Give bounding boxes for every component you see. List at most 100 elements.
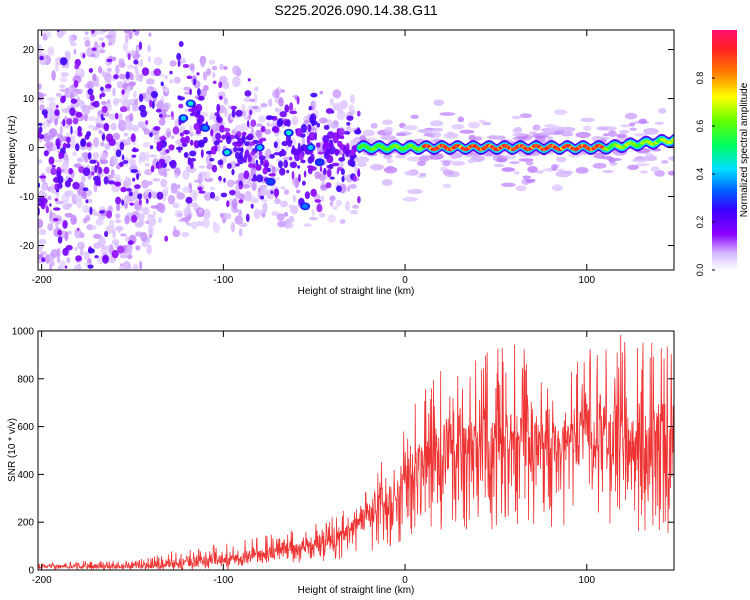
heatmap-cell <box>310 188 317 197</box>
heatmap-band-halo <box>553 109 568 115</box>
heatmap-cell <box>117 98 124 103</box>
heatmap-cell <box>55 221 59 229</box>
heatmap-cell <box>116 25 122 29</box>
heatmap-band-halo <box>433 99 444 106</box>
heatmap-cell <box>331 123 336 128</box>
heatmap-cell <box>235 109 243 117</box>
heatmap-cell <box>176 52 182 61</box>
heatmap-cell <box>234 215 244 225</box>
heatmap-cell <box>91 171 95 176</box>
colorbar: 0.0 0.2 0.4 0.6 0.8 Normalized spectral ampl… <box>695 30 750 276</box>
heatmap-cell <box>42 120 47 129</box>
heatmap-cell <box>95 218 104 226</box>
heatmap-band-halo <box>518 158 534 162</box>
heatmap-band-halo <box>406 156 423 162</box>
heatmap-cell <box>98 37 105 41</box>
heatmap-cell <box>143 0 147 4</box>
heatmap-band-halo <box>384 126 393 134</box>
heatmap-band-halo <box>668 156 674 161</box>
heatmap-cell <box>295 189 301 194</box>
heatmap-cell <box>116 203 121 212</box>
heatmap-peak <box>302 203 308 209</box>
heatmap-band-halo <box>467 158 475 164</box>
heatmap-cell <box>210 186 215 191</box>
heatmap-cell <box>177 60 181 67</box>
heatmap-cell <box>268 98 273 107</box>
heatmap-cell <box>266 189 274 200</box>
heatmap-cell <box>98 129 103 135</box>
heatmap-cell <box>65 244 73 251</box>
heatmap-cell <box>134 221 144 228</box>
snr-y-tick-label: 800 <box>17 374 34 385</box>
heatmap-cell <box>75 143 80 152</box>
heatmap-cell <box>46 31 52 38</box>
heatmap-cell <box>318 212 326 218</box>
heatmap-band-halo <box>383 166 398 174</box>
heatmap-cell <box>130 73 134 81</box>
heatmap-cell <box>322 135 330 144</box>
heatmap-cell <box>176 192 185 200</box>
snr-y-label: SNR (10 * v/v) <box>7 418 18 482</box>
heatmap-band-halo <box>382 119 393 125</box>
heatmap-cell <box>74 247 78 251</box>
heatmap-band-halo <box>561 131 574 137</box>
snr-x-ticks: -200 -100 0 100 <box>32 331 596 586</box>
heatmap-cell <box>188 124 193 133</box>
heatmap-band-halo <box>551 126 566 131</box>
heatmap-band-halo <box>478 119 486 123</box>
heatmap-cell <box>69 137 76 149</box>
heatmap-cell <box>332 205 338 211</box>
heatmap-cell <box>271 211 280 217</box>
heatmap-cell <box>103 166 110 175</box>
heatmap-cell <box>243 170 250 180</box>
heatmap-cell <box>122 81 127 93</box>
heatmap-cell <box>219 124 225 133</box>
heatmap-cell <box>251 182 257 192</box>
heatmap-cell <box>150 91 159 99</box>
heatmap-cell <box>151 100 155 110</box>
heatmap-cell <box>185 196 193 204</box>
heatmap-cell <box>161 84 167 91</box>
heatmap-band-halo <box>580 117 595 123</box>
heatmap-cell <box>123 180 128 188</box>
heatmap-cell <box>177 184 181 190</box>
heatmap-cell <box>287 139 292 148</box>
heatmap-band-halo <box>410 114 419 120</box>
colorbar-tick-label: 0.0 <box>695 264 705 277</box>
heatmap-cell <box>220 212 224 218</box>
heatmap-cell <box>62 220 68 229</box>
heatmap-cell <box>202 71 208 81</box>
heatmap-cell <box>254 210 262 217</box>
heatmap-cell <box>146 244 152 255</box>
heatmap-cell <box>212 220 216 228</box>
heatmap-cell <box>72 117 79 125</box>
heatmap-cell <box>118 266 123 270</box>
heatmap-cell <box>97 3 104 11</box>
heatmap-cell <box>349 210 359 215</box>
heatmap-cell <box>149 99 153 108</box>
heatmap-band-halo <box>532 124 541 131</box>
heatmap-cell <box>193 78 196 86</box>
heatmap-band-halo <box>417 129 430 133</box>
heatmap-cell <box>40 99 44 104</box>
heatmap-cell <box>238 209 242 218</box>
heatmap-y-tick-label: 20 <box>23 45 35 56</box>
heatmap-cell <box>197 173 203 185</box>
heatmap-cell <box>59 125 64 135</box>
heatmap-cell <box>115 219 122 224</box>
heatmap-cell <box>144 168 153 176</box>
heatmap-cell <box>66 118 73 125</box>
heatmap-cell <box>107 42 113 46</box>
heatmap-cell <box>149 145 154 150</box>
heatmap-cell <box>115 213 121 219</box>
heatmap-cell <box>180 137 187 144</box>
heatmap-cell <box>169 79 174 84</box>
heatmap-cell <box>247 114 252 120</box>
heatmap-cell <box>241 135 246 144</box>
heatmap-cell <box>91 208 96 213</box>
heatmap-cell <box>87 88 94 96</box>
heatmap-cell <box>340 168 345 176</box>
heatmap-cell <box>310 131 314 139</box>
heatmap-peak <box>202 125 208 131</box>
heatmap-cell <box>38 254 44 259</box>
